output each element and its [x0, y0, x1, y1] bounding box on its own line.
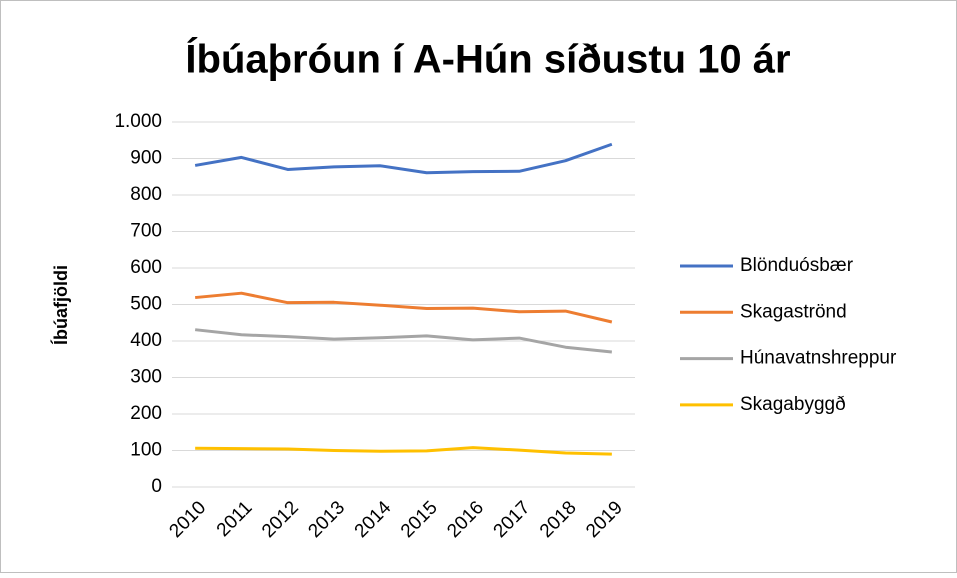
y-tick-label: 300: [130, 367, 162, 388]
y-axis-label: Íbúafjöldi: [50, 265, 71, 345]
legend-label: Húnavatnshreppur: [740, 348, 897, 369]
y-tick-label: 400: [130, 330, 162, 351]
y-tick-label: 600: [130, 257, 162, 278]
legend-label: Blönduósbær: [740, 255, 854, 276]
y-tick-label: 0: [151, 476, 162, 497]
chart-title: Íbúaþróun í A-Hún síðustu 10 ár: [185, 37, 790, 82]
series-line: [195, 446, 612, 456]
series-line: [194, 142, 613, 175]
y-tick-label: 900: [130, 148, 162, 169]
legend-label: Skagaströnd: [740, 301, 847, 322]
y-tick-label: 700: [130, 221, 162, 242]
y-tick-label: 500: [130, 294, 162, 315]
y-tick-label: 800: [130, 184, 162, 205]
series-line: [195, 291, 613, 324]
y-tick-label: 100: [130, 440, 162, 461]
legend-label: Skagabyggð: [740, 394, 846, 415]
y-tick-label: 1.000: [114, 111, 162, 132]
series-line: [194, 328, 613, 354]
y-tick-label: 200: [130, 403, 162, 424]
